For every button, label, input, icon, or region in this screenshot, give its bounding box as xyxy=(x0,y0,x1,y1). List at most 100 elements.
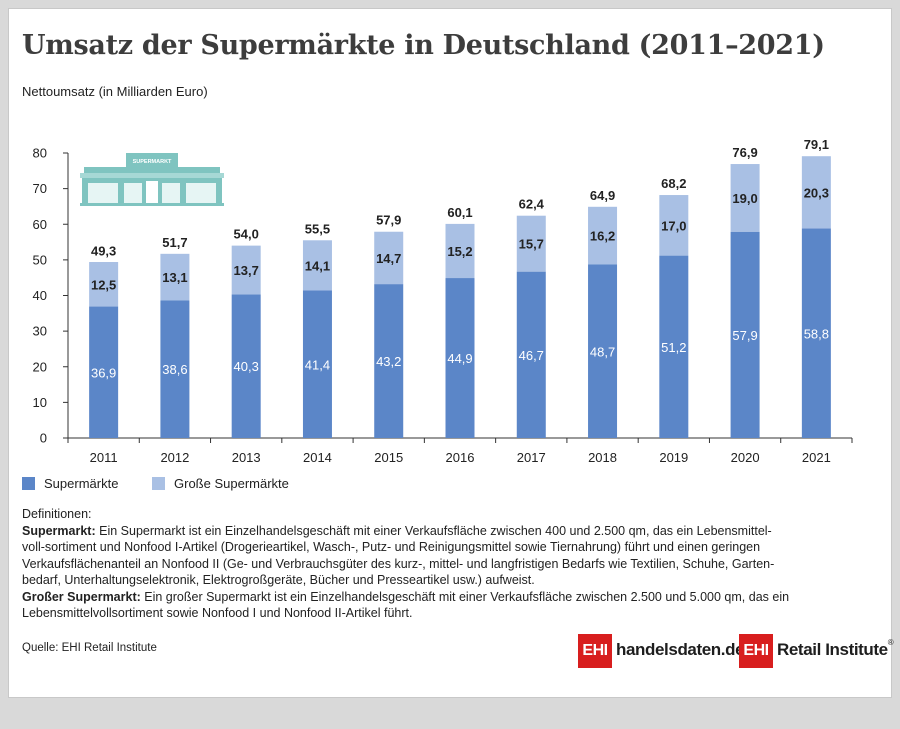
segment-value-label: 12,5 xyxy=(91,277,116,292)
segment-value-label: 14,1 xyxy=(305,258,330,273)
bar-group-2013: 40,3 13,7 54,0 2013 xyxy=(231,227,261,465)
bar-supermaerkte-2013 xyxy=(231,294,261,438)
bar-grosse-supermaerkte-2019 xyxy=(659,195,689,256)
x-tick-label: 2018 xyxy=(588,450,617,465)
definition-line: Ein großer Supermarkt ist ein Einzelhand… xyxy=(140,589,790,604)
y-tick-label: 80 xyxy=(33,146,47,161)
x-tick-label: 2012 xyxy=(160,450,189,465)
bar-grosse-supermaerkte-2018 xyxy=(588,206,618,265)
supermarket-window-mid-left xyxy=(124,183,142,203)
total-value-label: 57,9 xyxy=(376,213,401,228)
definition-supermarkt: Supermarkt: Ein Supermarkt ist ein Einze… xyxy=(22,523,862,589)
chart-title: Umsatz der Supermärkte in Deutschland (2… xyxy=(22,30,825,61)
segment-value-label: 43,2 xyxy=(376,354,401,369)
bar-supermaerkte-2020 xyxy=(730,231,760,438)
legend-swatch-supermaerkte xyxy=(22,477,35,490)
segment-value-label: 16,2 xyxy=(590,229,615,244)
y-axis: 0 10 20 30 40 50 60 70 80 xyxy=(33,146,69,446)
x-tick-label: 2016 xyxy=(446,450,475,465)
bar-supermaerkte-2014 xyxy=(302,290,332,438)
bar-grosse-supermaerkte-2017 xyxy=(516,215,546,272)
supermarket-window-mid-right xyxy=(162,183,180,203)
total-value-label: 60,1 xyxy=(447,205,472,220)
y-tick-label: 0 xyxy=(40,431,47,446)
definition-line: bedarf, Unterhaltungselektronik, Elektro… xyxy=(22,573,535,587)
y-tick-label: 40 xyxy=(33,288,47,303)
segment-value-label: 44,9 xyxy=(447,351,472,366)
y-tick-label: 10 xyxy=(33,395,47,410)
segment-value-label: 13,1 xyxy=(162,270,187,285)
bar-group-2015: 43,2 14,7 57,9 2015 xyxy=(374,213,404,465)
legend-label-supermaerkte: Supermärkte xyxy=(44,476,119,491)
bar-supermaerkte-2011 xyxy=(89,306,119,438)
total-value-label: 55,5 xyxy=(305,221,330,236)
bar-group-2011: 36,9 12,5 49,3 2011 xyxy=(89,243,119,465)
bar-group-2021: 58,8 20,3 79,1 2021 xyxy=(801,137,831,465)
x-tick-label: 2013 xyxy=(232,450,261,465)
bar-group-2017: 46,7 15,7 62,4 2017 xyxy=(516,197,546,465)
y-tick-label: 30 xyxy=(33,324,47,339)
segment-value-label: 15,2 xyxy=(447,244,472,259)
x-tick-label: 2014 xyxy=(303,450,332,465)
segment-value-label: 46,7 xyxy=(519,348,544,363)
supermarket-roof xyxy=(84,167,220,173)
supermarket-awning xyxy=(80,173,224,178)
bar-grosse-supermaerkte-2020 xyxy=(730,164,760,232)
segment-value-label: 41,4 xyxy=(305,357,330,372)
logo-text: handelsdaten.de xyxy=(616,640,745,659)
definition-term: Supermarkt: xyxy=(22,523,96,538)
segment-value-label: 36,9 xyxy=(91,365,116,380)
definition-line: Ein Supermarkt ist ein Einzelhandelsgesc… xyxy=(95,523,772,538)
supermarket-sign-board xyxy=(126,153,178,167)
definition-line: voll-sortiment und Nonfood I-Artikel (Dr… xyxy=(22,540,761,554)
x-axis xyxy=(67,437,853,443)
bars: 36,9 12,5 49,3 2011 38,6 13,1 51,7 2012 40,3 13,7… xyxy=(89,137,831,465)
y-tick-label: 70 xyxy=(33,181,47,196)
legend-swatch-grosse-supermaerkte xyxy=(152,477,165,490)
bar-supermaerkte-2017 xyxy=(516,271,546,438)
y-tick-label: 20 xyxy=(33,359,47,374)
y-axis-label: Nettoumsatz (in Milliarden Euro) xyxy=(22,84,208,99)
supermarket-icon: SUPERMARKT xyxy=(80,153,224,206)
ehi-logo-mark: EHI xyxy=(739,634,773,668)
bar-supermaerkte-2018 xyxy=(588,264,618,438)
bar-supermaerkte-2021 xyxy=(801,228,831,438)
x-tick-label: 2017 xyxy=(517,450,546,465)
bar-group-2012: 38,6 13,1 51,7 2012 xyxy=(160,235,190,465)
segment-value-label: 57,9 xyxy=(732,328,757,343)
segment-value-label: 40,3 xyxy=(234,359,259,374)
definition-grosser-supermarkt: Großer Supermarkt: Ein großer Supermarkt… xyxy=(22,589,862,622)
registered-mark: ® xyxy=(887,638,894,647)
bar-grosse-supermaerkte-2011 xyxy=(89,262,119,307)
bar-grosse-supermaerkte-2021 xyxy=(801,156,831,229)
total-value-label: 49,3 xyxy=(91,243,116,258)
segment-value-label: 58,8 xyxy=(804,326,829,341)
bar-group-2020: 57,9 19,0 76,9 2020 xyxy=(730,145,760,465)
definitions-heading: Definitionen: xyxy=(22,507,92,521)
bar-supermaerkte-2019 xyxy=(659,255,689,438)
total-value-label: 68,2 xyxy=(661,176,686,191)
total-value-label: 79,1 xyxy=(804,137,829,152)
bar-group-2016: 44,9 15,2 60,1 2016 xyxy=(445,205,475,465)
source-note: Quelle: EHI Retail Institute xyxy=(22,642,157,654)
segment-value-label: 17,0 xyxy=(661,218,686,233)
stacked-bar-chart: SUPERMARKT 0 10 20 30 40 50 60 70 80 36,9 12,5 49,… xyxy=(33,137,853,465)
supermarket-sign-text: SUPERMARKT xyxy=(133,159,172,165)
definitions: Definitionen: Supermarkt: Ein Supermarkt… xyxy=(22,506,862,622)
bar-supermaerkte-2016 xyxy=(445,278,475,438)
bar-grosse-supermaerkte-2013 xyxy=(231,245,261,295)
x-tick-label: 2015 xyxy=(374,450,403,465)
supermarket-door xyxy=(146,181,158,205)
total-value-label: 64,9 xyxy=(590,188,615,203)
segment-value-label: 15,7 xyxy=(519,237,544,252)
bar-group-2014: 41,4 14,1 55,5 2014 xyxy=(302,221,332,465)
definition-line: Lebensmittelvollsortiment sowie Nonfood … xyxy=(22,606,413,620)
segment-value-label: 20,3 xyxy=(804,185,829,200)
total-value-label: 62,4 xyxy=(519,197,545,212)
definition-line: Verkaufsflächenanteil an Nonfood II (Ge-… xyxy=(22,556,775,571)
x-tick-label: 2021 xyxy=(802,450,831,465)
supermarket-window-left xyxy=(88,183,118,203)
definition-term: Großer Supermarkt: xyxy=(22,589,141,604)
supermarket-ground xyxy=(80,203,224,206)
segment-value-label: 19,0 xyxy=(732,191,757,206)
